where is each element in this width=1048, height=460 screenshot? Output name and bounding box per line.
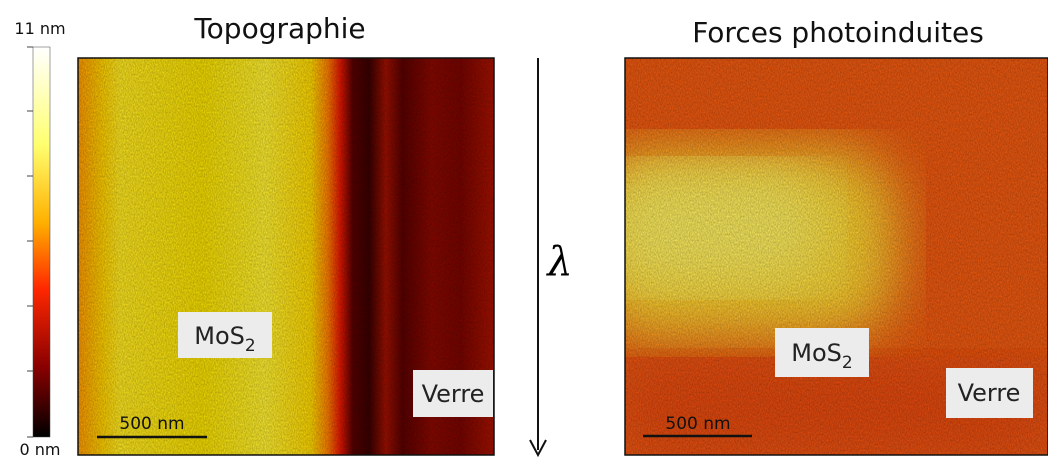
panel-title: Topographie — [193, 12, 365, 45]
label-text: MoS — [791, 339, 842, 367]
substrate-label: Verre — [958, 379, 1021, 407]
label-box — [946, 368, 1033, 418]
label-box — [178, 312, 272, 358]
colorbar-ticks — [27, 46, 33, 438]
image-frame — [77, 57, 495, 456]
label-box — [775, 328, 869, 377]
label-subscript: 2 — [245, 336, 256, 356]
label-subscript: 2 — [842, 353, 853, 373]
image-frame — [624, 57, 1048, 456]
panel-title: Forces photoinduites — [692, 16, 984, 49]
colorbar-min: 0 nm — [20, 440, 61, 459]
label-box — [413, 370, 493, 417]
substrate-label: Verre — [422, 380, 485, 408]
colorbar — [32, 46, 51, 438]
wavelength-label: λ — [545, 239, 572, 285]
scale-bar-label: 500 nm — [119, 414, 184, 434]
material-label: MoS2 — [791, 339, 852, 373]
label-text: MoS — [194, 322, 245, 350]
scale-bar-label: 500 nm — [665, 414, 730, 434]
material-label: MoS2 — [194, 322, 255, 356]
arrow-head — [529, 439, 547, 458]
colorbar-max: 11 nm — [14, 19, 65, 38]
